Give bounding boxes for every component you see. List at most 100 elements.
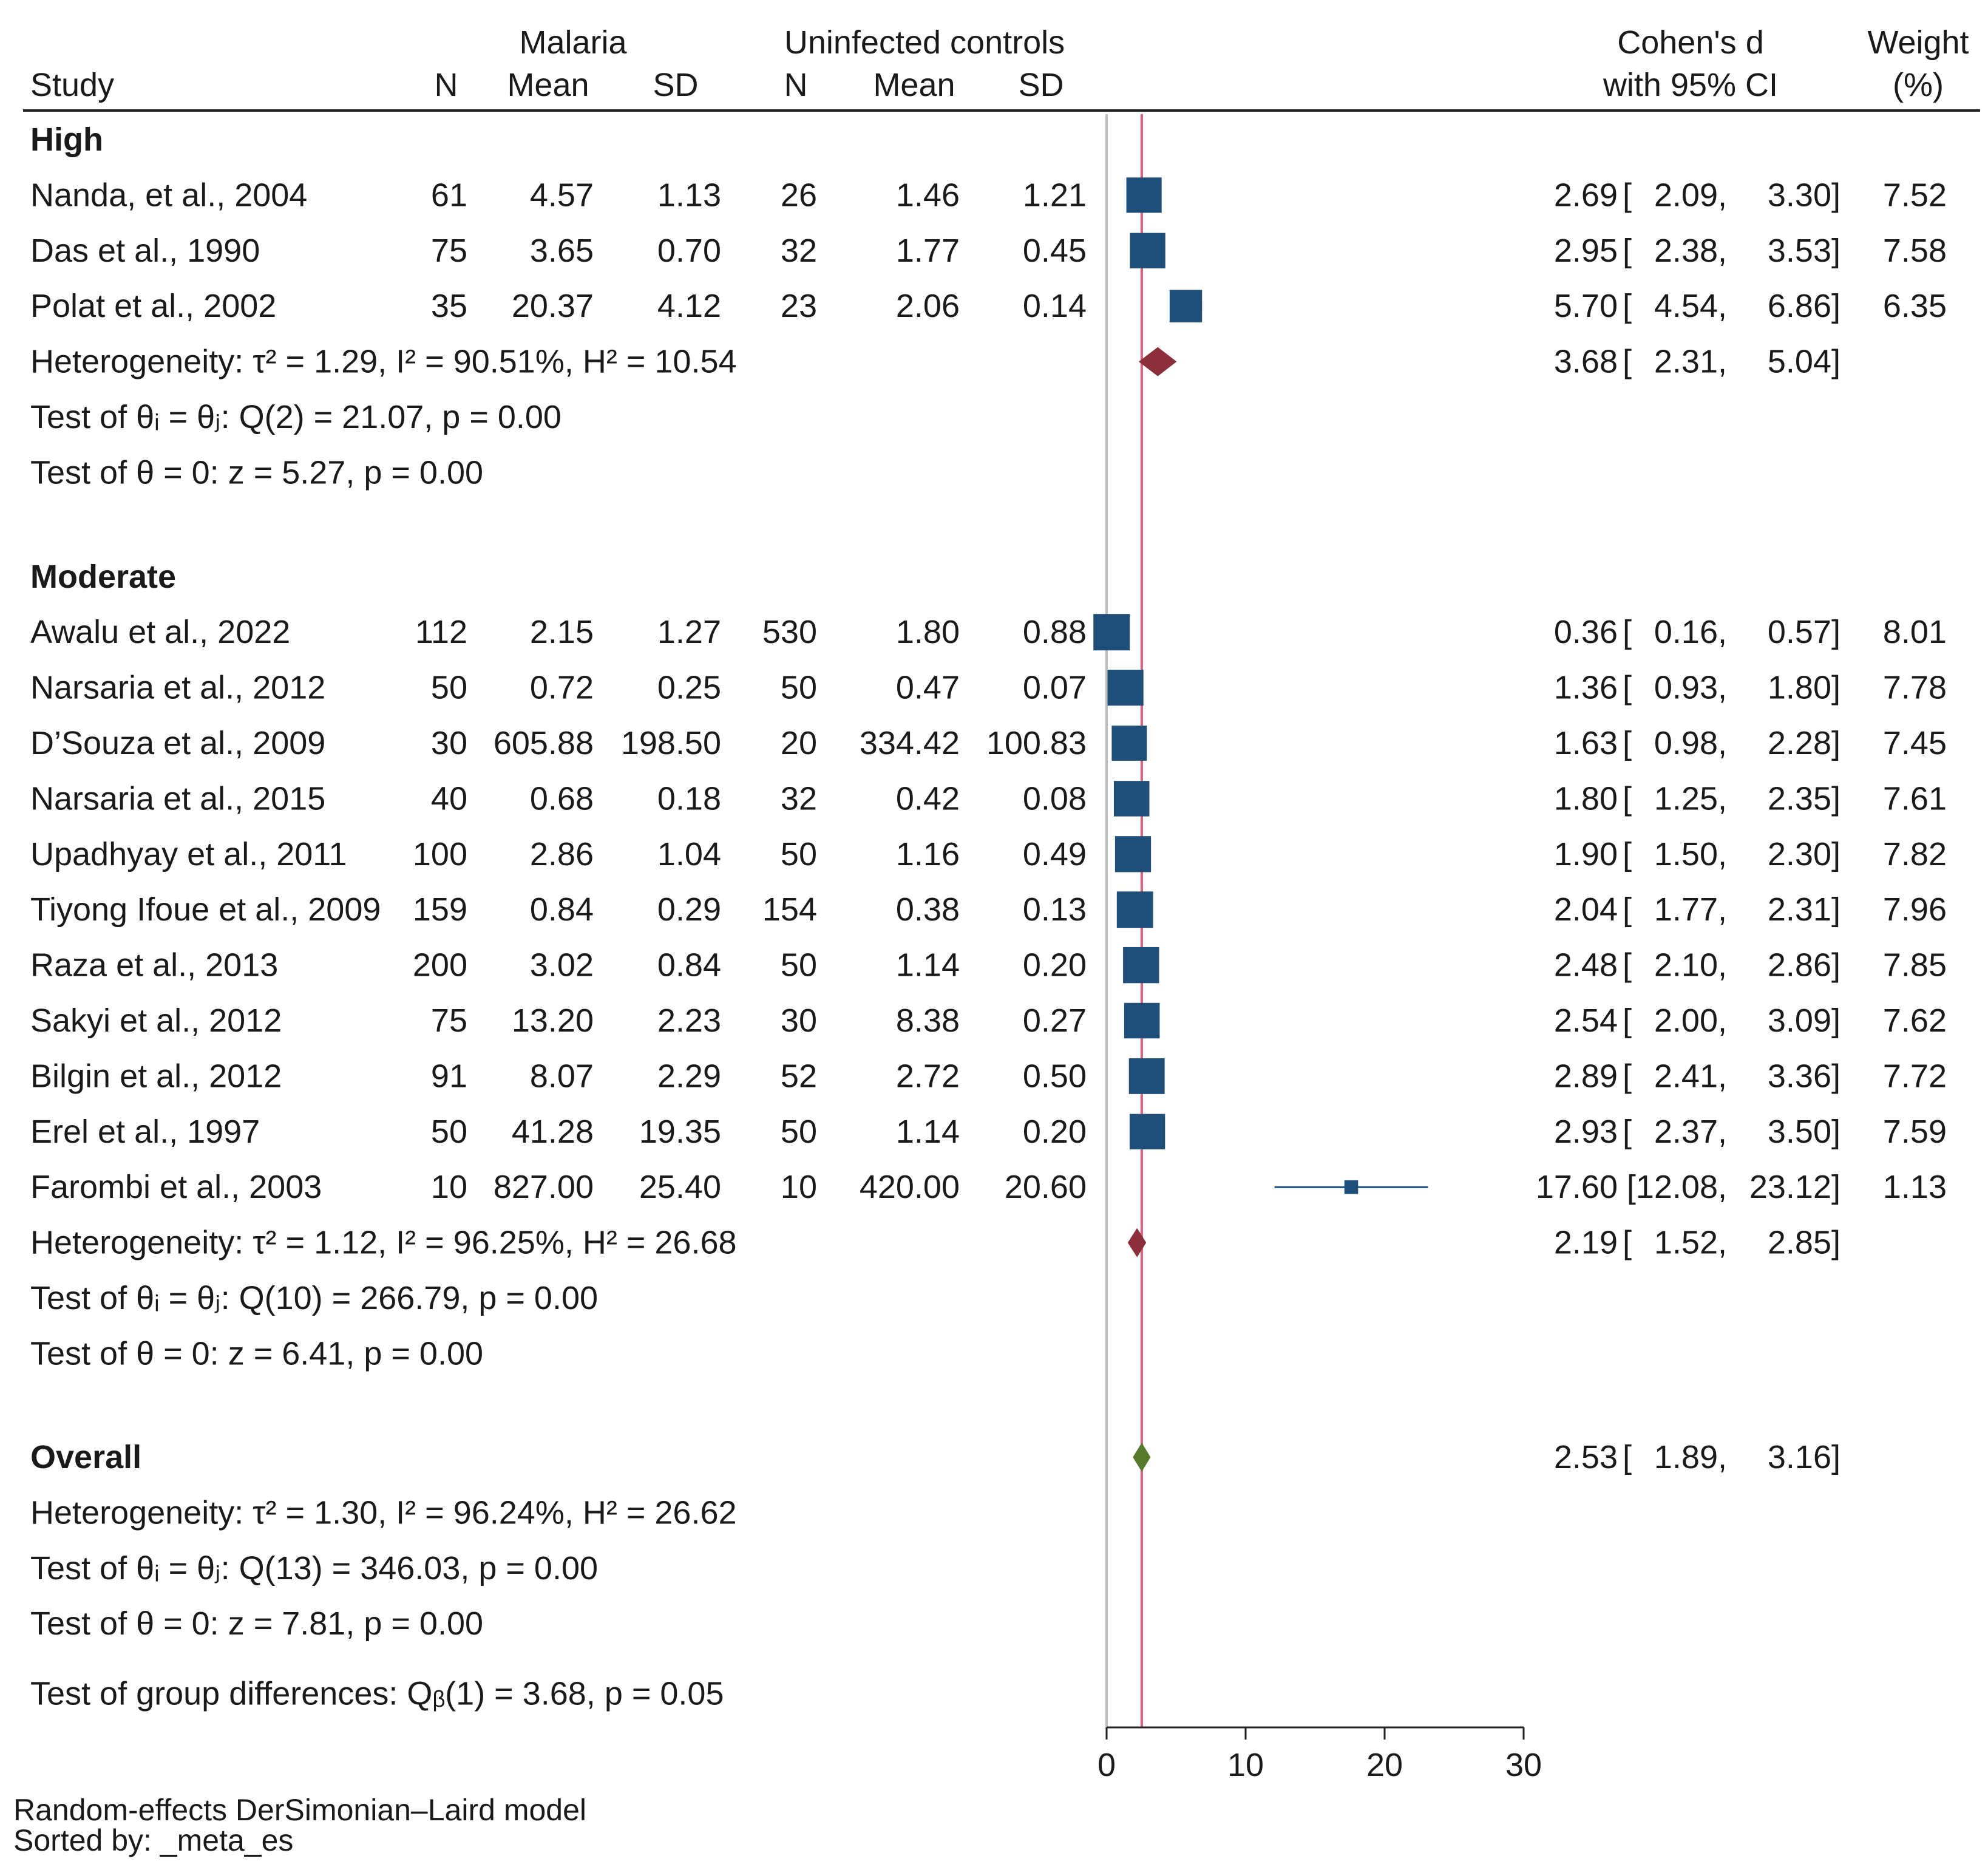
group-1-study-1-ci-high: 1.80] [1768,670,1840,706]
overall-d-value: 2.53 [1554,1439,1618,1475]
group-1-study-2-ci-low: 0.98, [1654,725,1727,761]
group-1-study-2-sd2: 100.83 [986,725,1087,761]
group-0-stat-1: Test of θᵢ = θⱼ: Q(2) = 21.07, p = 0.00 [30,399,561,435]
group-1-study-8-ci-high: 3.36] [1768,1058,1840,1094]
group-0-study-2-mean1: 20.37 [512,288,594,324]
header-weight-line1: Weight [1867,24,1969,61]
group-1-study-9-name: Erel et al., 1997 [30,1114,260,1150]
group-1-study-10-d-value: 17.60 [1536,1169,1618,1205]
group-1-study-2-weight: 7.45 [1883,725,1947,761]
group-1-study-9-sd1: 19.35 [639,1114,721,1150]
group-1-study-3-mean2: 0.42 [896,780,960,817]
group-1-study-4-weight: 7.82 [1883,836,1947,872]
group-1-summary-ci-high: 2.85] [1768,1225,1840,1261]
group-0-study-1-weight: 7.58 [1883,233,1947,269]
group-1-study-2-name: D’Souza et al., 2009 [30,725,325,761]
header-study: Study [30,67,114,103]
group-0-study-2-n1: 35 [431,288,467,324]
group-1-heading: Moderate [30,559,176,595]
group-0-summary-diamond [1138,347,1177,376]
group-1-study-0-n1: 112 [415,614,467,650]
group-1-study-8-ci-low: 2.41, [1654,1058,1727,1094]
group-1-study-9-d-value: 2.93 [1554,1114,1618,1150]
group-0-summary-ci-high: 5.04] [1768,344,1840,380]
group-1-study-8-n2: 52 [781,1058,817,1094]
group-0-study-1-effect-square [1130,233,1165,268]
group-0-study-1-d-value: 2.95 [1554,233,1618,269]
header-mean-controls: Mean [873,67,955,103]
group-1-study-2-ci-high: 2.28] [1768,725,1840,761]
group-1-study-10-mean1: 827.00 [494,1169,594,1205]
group-1-study-9-weight: 7.59 [1883,1114,1947,1150]
group-1-study-4-name: Upadhyay et al., 2011 [30,836,347,872]
group-1-study-7-mean1: 13.20 [512,1002,594,1039]
group-0-study-2-weight: 6.35 [1883,288,1947,324]
group-1-study-1-n1: 50 [431,670,467,706]
group-0-study-0-d-value: 2.69 [1554,177,1618,213]
group-1-study-5-ci-high: 2.31] [1768,891,1840,928]
group-1-study-1-ci-bracket: [ [1623,670,1632,706]
group-1-study-6-mean1: 3.02 [530,947,594,984]
group-1-study-6-ci-bracket: [ [1623,947,1632,984]
group-1-study-4-n2: 50 [781,836,817,872]
group-1-study-6-n2: 50 [781,947,817,984]
group-0-study-2-sd1: 4.12 [657,288,721,324]
group-1-study-6-effect-square [1123,947,1159,984]
group-0-study-2-ci-low: 4.54, [1654,288,1727,324]
group-1-study-7-n1: 75 [431,1002,467,1039]
group-1-study-3-mean1: 0.68 [530,780,594,817]
header-group-controls: Uninfected controls [784,24,1065,61]
header-n-controls: N [784,67,808,103]
group-0-study-1-name: Das et al., 1990 [30,233,260,269]
group-1-study-2-ci-bracket: [ [1623,725,1632,761]
group-1-study-4-ci-low: 1.50, [1654,836,1727,872]
group-1-study-6-ci-low: 2.10, [1654,947,1727,984]
group-1-study-9-ci-low: 2.37, [1654,1114,1727,1150]
group-0-study-0-weight: 7.52 [1883,177,1947,213]
group-1-study-4-mean2: 1.16 [896,836,960,872]
x-tick-label-0: 0 [1097,1747,1116,1783]
group-0-study-2-effect-square [1169,290,1203,322]
overall-ci-high: 3.16] [1768,1439,1840,1475]
group-1-study-9-ci-bracket: [ [1623,1114,1632,1150]
header-group-malaria: Malaria [519,24,627,61]
group-0-study-2-sd2: 0.14 [1023,288,1087,324]
group-0-study-2-d-value: 5.70 [1554,288,1618,324]
group-1-study-10-sd1: 25.40 [639,1169,721,1205]
group-0-study-0-name: Nanda, et al., 2004 [30,177,307,213]
group-1-study-7-n2: 30 [781,1002,817,1039]
header-effect-line1: Cohen's d [1617,24,1763,61]
group-0-study-1-mean1: 3.65 [530,233,594,269]
group-1-study-1-mean2: 0.47 [896,670,960,706]
group-1-study-10-ci-low: [12.08, [1627,1169,1727,1205]
group-1-study-6-sd2: 0.20 [1023,947,1087,984]
group-1-study-2-n2: 20 [781,725,817,761]
group-1-study-1-sd2: 0.07 [1023,670,1087,706]
group-1-study-8-weight: 7.72 [1883,1058,1947,1094]
group-1-summary-ci-bracket: [ [1623,1225,1632,1261]
group-0-study-0-sd2: 1.21 [1023,177,1087,213]
group-1-study-2-sd1: 198.50 [621,725,721,761]
group-1-study-10-sd2: 20.60 [1005,1169,1087,1205]
group-0-study-2-n2: 23 [781,288,817,324]
group-1-study-4-n1: 100 [413,836,467,872]
group-1-study-3-weight: 7.61 [1883,780,1947,817]
group-1-study-2-n1: 30 [431,725,467,761]
group-1-study-0-mean2: 1.80 [896,614,960,650]
group-1-study-0-sd1: 1.27 [657,614,721,650]
group-1-study-3-sd1: 0.18 [657,780,721,817]
group-1-study-10-name: Farombi et al., 2003 [30,1169,322,1205]
group-0-study-0-n2: 26 [781,177,817,213]
group-differences-test: Test of group differences: Qᵦ(1) = 3.68,… [30,1676,724,1712]
group-1-study-6-sd1: 0.84 [657,947,721,984]
group-1-study-4-d-value: 1.90 [1554,836,1618,872]
group-1-study-8-sd1: 2.29 [657,1058,721,1094]
group-0-study-2-mean2: 2.06 [896,288,960,324]
group-0-summary-d-value: 3.68 [1554,344,1618,380]
overall-stat-1: Test of θᵢ = θⱼ: Q(13) = 346.03, p = 0.0… [30,1550,598,1587]
group-1-study-0-d-value: 0.36 [1554,614,1618,650]
group-1-study-6-mean2: 1.14 [896,947,960,984]
group-1-study-0-ci-high: 0.57] [1768,614,1840,650]
group-0-summary-ci-low: 2.31, [1654,344,1727,380]
group-1-study-2-d-value: 1.63 [1554,725,1618,761]
